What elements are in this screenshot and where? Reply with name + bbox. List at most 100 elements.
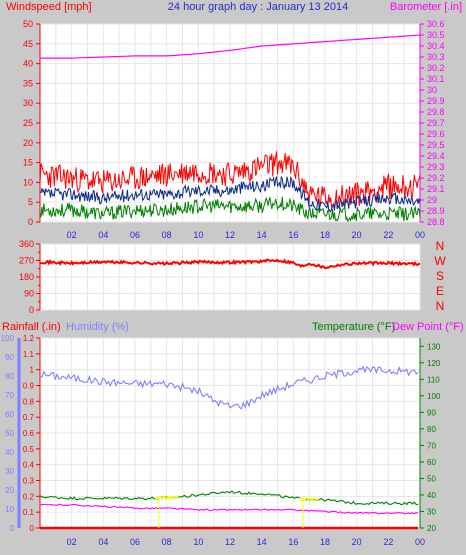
baro-tick-label: 29.2 [427, 173, 445, 183]
wind-tick-label: 10 [23, 177, 33, 187]
rain-tick-label: 0.1 [23, 508, 35, 517]
temp-tick-label: 130 [427, 342, 441, 351]
baro-tick-label: 29.4 [427, 151, 445, 161]
direction-tick-label: 360 [19, 239, 34, 249]
time-label: 08 [162, 230, 172, 240]
humidity-tick-label: 30 [5, 467, 14, 476]
temp-tick-label: 120 [427, 359, 441, 368]
time-label: 04 [98, 230, 108, 240]
series-line-gust_avg [39, 175, 421, 213]
time-label: 16 [288, 230, 298, 240]
rain-tick-label: 0.5 [23, 445, 35, 454]
direction-series-line [40, 258, 421, 270]
temp-tick-label: 100 [427, 392, 441, 401]
humidity-tick-label: 70 [5, 391, 14, 400]
humidity-tick-label: 0 [10, 524, 15, 533]
baro-tick-label: 30.3 [427, 52, 445, 62]
time-label: 18 [320, 537, 330, 547]
baro-tick-label: 30.1 [427, 74, 445, 84]
humidity-tick-label: 10 [5, 505, 14, 514]
baro-tick-label: 29.5 [427, 140, 445, 150]
wind-tick-label: 25 [23, 118, 33, 128]
compass-label: N [436, 299, 445, 313]
baro-tick-label: 28.8 [427, 217, 445, 227]
baro-tick-label: 29.8 [427, 107, 445, 117]
direction-tick-label: 0 [29, 305, 34, 315]
series-line-baro [40, 34, 421, 59]
time-label: 12 [225, 537, 235, 547]
baro-tick-label: 29.9 [427, 96, 445, 106]
time-label: 00 [415, 230, 425, 240]
rain-tick-label: 1 [30, 366, 35, 375]
temp-tick-label: 90 [427, 408, 436, 417]
baro-tick-label: 29 [427, 195, 437, 205]
time-label: 22 [383, 537, 393, 547]
series-line-green [39, 196, 421, 223]
wind-tick-label: 15 [23, 158, 33, 168]
wind-tick-label: 50 [23, 19, 33, 29]
direction-tick-label: 90 [24, 289, 34, 299]
highlight-marker [154, 494, 179, 501]
temp-tick-label: 50 [427, 474, 436, 483]
wind-axis-label: Windspeed [mph] [6, 1, 92, 13]
baro-tick-label: 29.6 [427, 129, 445, 139]
series-line-dewpoint [39, 503, 419, 515]
rain-tick-label: 0.7 [23, 413, 35, 422]
rain-tick-label: 0 [30, 524, 35, 533]
time-label: 16 [288, 537, 298, 547]
rain-tick-label: 0.9 [23, 382, 35, 391]
compass-label: W [434, 254, 446, 268]
time-label: 22 [383, 230, 393, 240]
humidity-axis-label: Humidity (%) [66, 321, 129, 333]
baro-tick-label: 30 [427, 85, 437, 95]
time-label: 04 [98, 537, 108, 547]
wind-tick-label: 20 [23, 138, 33, 148]
baro-axis-label: Barometer [.in] [390, 1, 462, 13]
temp-tick-label: 110 [427, 375, 440, 384]
temp-tick-label: 20 [427, 524, 436, 533]
time-label: 14 [257, 230, 267, 240]
baro-tick-label: 29.1 [427, 184, 445, 194]
humidity-tick-label: 100 [1, 334, 15, 343]
baro-tick-label: 30.5 [427, 30, 445, 40]
graph-title: 24 hour graph day : January 13 2014 [168, 1, 348, 13]
time-label: 02 [67, 230, 77, 240]
time-label: 10 [193, 230, 203, 240]
compass-label: N [436, 239, 445, 253]
time-label: 10 [193, 537, 203, 547]
time-label: 18 [320, 230, 330, 240]
time-label: 08 [162, 537, 172, 547]
rain-tick-label: 0.3 [23, 477, 35, 486]
temp-tick-label: 70 [427, 441, 436, 450]
baro-tick-label: 29.7 [427, 118, 445, 128]
baro-tick-label: 30.2 [427, 63, 445, 73]
temp-axis-label: Temperature (°F) [312, 321, 395, 333]
baro-tick-label: 30.4 [427, 41, 445, 51]
wind-tick-label: 0 [28, 217, 33, 227]
temp-tick-label: 40 [427, 491, 436, 500]
rain-tick-label: 0.2 [23, 492, 35, 501]
direction-tick-label: 180 [19, 272, 34, 282]
series-line-humidity [39, 365, 419, 410]
baro-tick-label: 28.9 [427, 206, 445, 216]
baro-tick-label: 30.6 [427, 19, 445, 29]
wind-tick-label: 5 [28, 197, 33, 207]
time-label: 14 [257, 537, 267, 547]
wind-tick-label: 45 [23, 39, 33, 49]
humidity-tick-label: 90 [5, 353, 14, 362]
humidity-tick-label: 60 [5, 410, 14, 419]
baro-tick-label: 29.3 [427, 162, 445, 172]
time-label: 00 [415, 537, 425, 547]
temp-tick-label: 30 [427, 507, 436, 516]
time-label: 20 [352, 537, 362, 547]
compass-label: E [436, 284, 444, 298]
time-label: 12 [225, 230, 235, 240]
time-label: 06 [130, 537, 140, 547]
rain-tick-label: 0.6 [23, 429, 35, 438]
rain-axis-label: Rainfall (.in) [2, 321, 61, 333]
wind-tick-label: 30 [23, 98, 33, 108]
wind-tick-label: 40 [23, 59, 33, 69]
dewpoint-axis-label: Dew Point (°F) [392, 321, 464, 333]
